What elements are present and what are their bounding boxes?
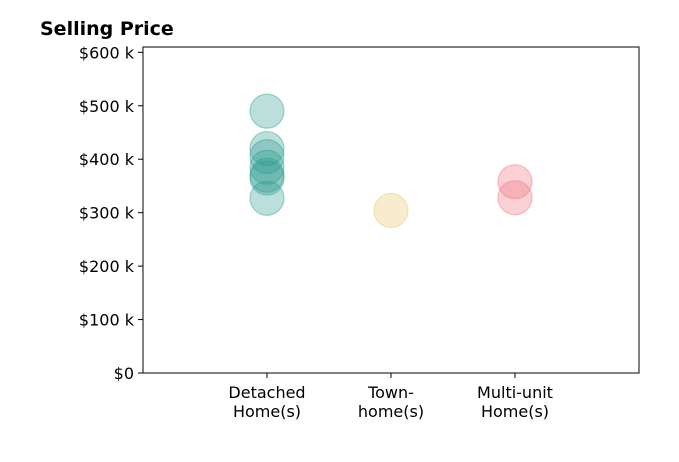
y-tick-label: $200 k [79, 257, 135, 276]
x-tick-label: Home(s) [481, 402, 549, 421]
y-tick-label: $400 k [79, 150, 135, 169]
data-point [497, 180, 533, 216]
data-point [249, 149, 285, 185]
x-tick-label: Town- [367, 383, 414, 402]
y-tick-label: $500 k [79, 97, 135, 116]
x-tick-label: Detached [228, 383, 305, 402]
y-tick-label: $600 k [79, 43, 135, 62]
data-point [497, 164, 533, 200]
data-point [249, 180, 285, 216]
y-tick-label: $300 k [79, 204, 135, 223]
data-point [249, 157, 285, 193]
data-point [373, 192, 409, 229]
y-tick-label: $0 [114, 364, 134, 383]
y-tick-label: $100 k [79, 311, 135, 330]
data-point [249, 130, 285, 167]
x-axis: DetachedHome(s)Town-home(s)Multi-unitHom… [228, 373, 553, 421]
x-tick-label: Multi-unit [477, 383, 553, 402]
x-tick-label: Home(s) [233, 402, 301, 421]
plot-marks [249, 93, 533, 229]
y-axis: $0 $100 k $200 k $300 k $400 k $500 k $600 k [79, 43, 143, 383]
data-point [249, 160, 285, 196]
data-point [249, 93, 285, 129]
chart-title: Selling Price [40, 18, 174, 40]
x-tick-label: home(s) [358, 402, 424, 421]
data-point [249, 138, 285, 175]
